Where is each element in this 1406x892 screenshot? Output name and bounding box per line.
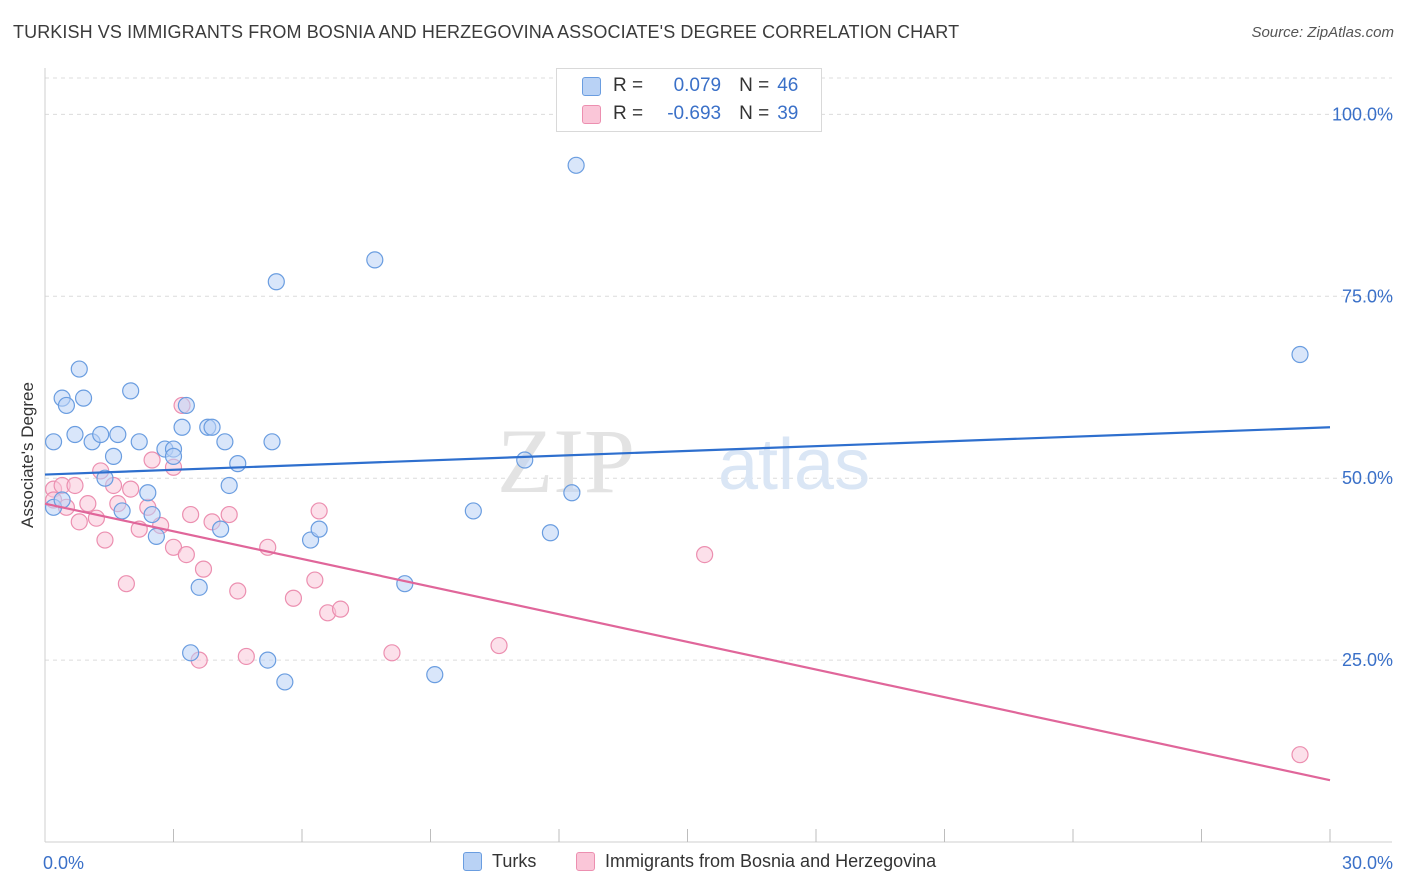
turks-point [104, 447, 123, 465]
bosnia-point [66, 476, 84, 495]
turks-point [173, 418, 191, 436]
turks-point [122, 382, 140, 400]
bosnia-point [164, 538, 183, 556]
turks-point [182, 644, 200, 662]
turks-point [464, 502, 482, 520]
turks-point [44, 433, 63, 451]
legend-item-bosnia[interactable]: Immigrants from Bosnia and Herzegovina [576, 851, 936, 872]
turks-point [310, 520, 328, 538]
y-tick-label: 50.0% [1342, 468, 1393, 488]
bosnia-point [383, 644, 401, 662]
bosnia-point [177, 545, 195, 564]
bosnia-point [96, 531, 114, 549]
y-tick-label: 100.0% [1332, 104, 1393, 124]
trend-lines [44, 426, 1331, 782]
turks-point [190, 578, 208, 596]
legend-label-bosnia: Immigrants from Bosnia and Herzegovina [605, 851, 937, 871]
turks-point [516, 451, 534, 469]
turks-point [143, 505, 161, 524]
turks-point [66, 425, 84, 444]
axes [44, 68, 1392, 843]
bosnia-point [331, 600, 350, 618]
turks-point [426, 666, 444, 684]
stats-row-bosnia: R = -0.693 N = 39 [557, 100, 798, 128]
turks-point [139, 484, 157, 502]
watermark-atlas: atlas [718, 425, 870, 505]
turks-point [177, 396, 195, 415]
turks-point [164, 447, 183, 465]
n-value: 46 [777, 75, 799, 96]
turks-point [276, 673, 294, 691]
turks-point [96, 469, 114, 487]
turks-point [1291, 345, 1309, 364]
turks-point [259, 651, 277, 669]
bosnia-point [220, 505, 238, 524]
turks-point [70, 360, 88, 378]
turks-point [113, 502, 131, 520]
legend-item-turks[interactable]: Turks [463, 851, 536, 872]
turks-point [267, 273, 285, 291]
bosnia-point [122, 480, 140, 498]
source-label: Source: ZipAtlas.com [1251, 24, 1394, 41]
turks-point [366, 251, 384, 269]
turks-point [147, 527, 165, 546]
turks-point [203, 418, 221, 436]
bosnia-point [143, 451, 161, 469]
y-tick-label: 75.0% [1342, 286, 1393, 306]
bosnia-point [70, 513, 88, 531]
turks-point [396, 575, 414, 593]
stats-row-turks: R = 0.079 N = 46 [557, 72, 798, 100]
turks-legend-icon [463, 852, 482, 871]
bosnia-point [284, 589, 303, 607]
bosnia-legend-icon [576, 852, 595, 871]
bosnia-point [1291, 746, 1309, 764]
turks-point [229, 455, 247, 473]
turks-point [263, 433, 281, 451]
bosnia-point [490, 636, 508, 655]
bosnia-point [696, 545, 714, 564]
turks-point [57, 396, 76, 415]
r-label: R = [613, 75, 644, 96]
r-label: R = [613, 103, 644, 124]
r-value: 0.079 [673, 75, 722, 96]
grid-lines [45, 77, 1392, 661]
chart-title: TURKISH VS IMMIGRANTS FROM BOSNIA AND HE… [13, 22, 960, 42]
turks-point [74, 389, 93, 407]
n-label: N = [739, 103, 770, 124]
turks-point [130, 433, 148, 451]
turks-point [109, 425, 127, 444]
bosnia-point [306, 571, 324, 589]
legend-label-turks: Turks [492, 851, 537, 871]
stats-box: R = 0.079 N = 46 R = -0.693 N = 39 [556, 68, 822, 132]
turks-trend-line [44, 426, 1331, 476]
bosnia-swatch-icon [582, 104, 601, 124]
y-axis-label: Associate's Degree [18, 382, 37, 528]
turks-point [212, 520, 230, 538]
bosnia-trend-line [44, 502, 1331, 782]
series-turks [44, 156, 1309, 691]
y-tick-label: 25.0% [1342, 650, 1393, 670]
turks-point [567, 156, 585, 174]
n-label: N = [739, 75, 770, 96]
turks-point [220, 476, 238, 495]
bosnia-point [194, 560, 213, 578]
tick-labels: 25.0% 50.0% 75.0% 100.0% 0.0% 30.0% [43, 104, 1393, 873]
turks-point [563, 484, 581, 502]
bosnia-point [229, 582, 247, 600]
n-value: 39 [777, 103, 799, 124]
bosnia-point [310, 502, 328, 520]
turks-point [92, 425, 110, 444]
bosnia-point [237, 647, 255, 666]
turks-point [541, 524, 560, 542]
turks-swatch-icon [582, 76, 601, 96]
bosnia-point [79, 495, 97, 513]
x-tick-label: 0.0% [43, 853, 84, 873]
turks-point [216, 433, 234, 451]
x-tick-label: 30.0% [1342, 853, 1393, 873]
bosnia-point [182, 505, 200, 524]
r-value: -0.693 [667, 103, 722, 124]
bosnia-point [117, 575, 135, 593]
legend: Turks Immigrants from Bosnia and Herzego… [0, 851, 1406, 877]
